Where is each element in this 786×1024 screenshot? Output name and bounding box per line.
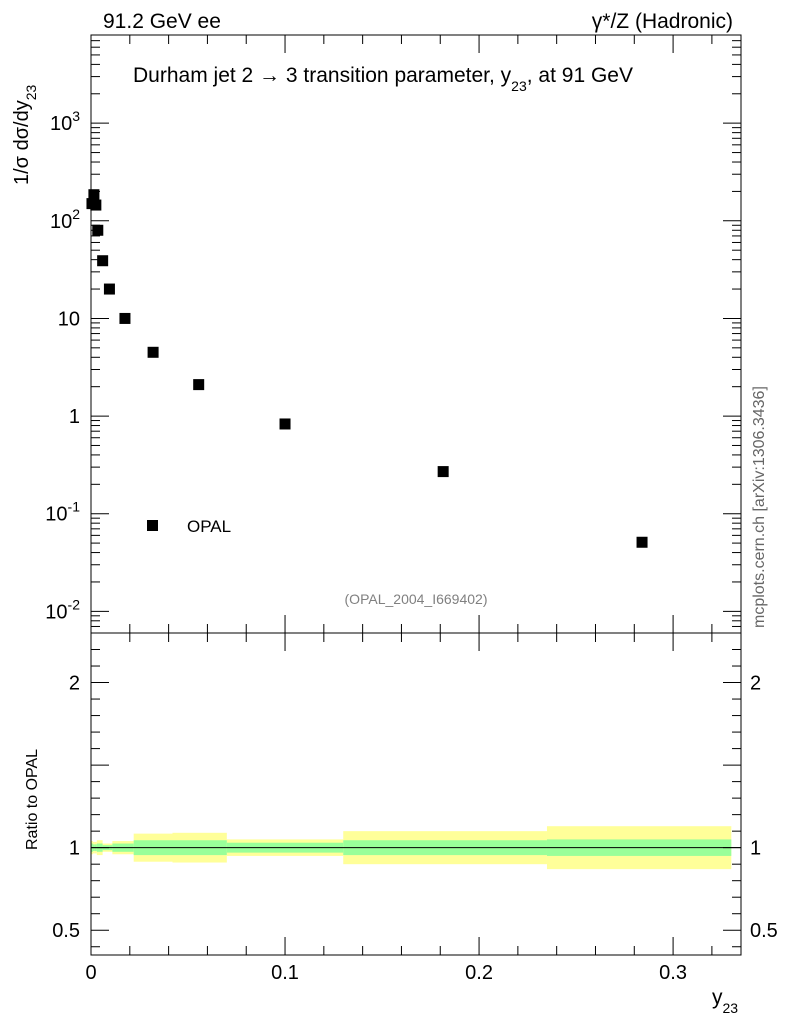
y-tick-label: 10 [58, 308, 80, 330]
side-credit-label: mcplots.cern.ch [arXiv:1306.3436] [751, 386, 768, 628]
plot-title-main: Durham jet 2 → 3 transition parameter, y [133, 64, 512, 87]
ratio-axis-label: Ratio to OPAL [24, 749, 41, 850]
x-axis-label: y23 [712, 986, 738, 1016]
analysis-tag: (OPAL_2004_I669402) [345, 591, 488, 607]
ratio-plot-frame [90, 632, 742, 956]
data-point [279, 418, 291, 430]
data-point [119, 312, 131, 324]
plot-title-tail: , at 91 GeV [527, 64, 633, 87]
data-point [90, 199, 102, 211]
x-tick-label: 0.1 [271, 962, 299, 984]
y-tick-label: 1 [69, 406, 80, 428]
data-point [437, 466, 449, 478]
plot-title-subscript: 23 [511, 78, 527, 94]
y-axis-label-main: 1/σ dσ/dy [11, 100, 33, 185]
x-tick-label: 0 [85, 962, 96, 984]
ratio-y-tick-label-left: 1 [69, 838, 80, 860]
y-tick-label: 10-1 [45, 499, 80, 526]
y-axis-label: 1/σ dσ/dy23 [11, 84, 39, 185]
y-tick-label: 102 [50, 206, 80, 233]
data-point [636, 536, 648, 548]
ratio-y-tick-label-left: 2 [69, 673, 80, 695]
y-axis-label-subscript: 23 [23, 84, 39, 100]
legend-label: OPAL [187, 517, 231, 536]
y-tick-label: 10-2 [45, 596, 80, 623]
ratio-y-tick-label-left: 0.5 [52, 920, 80, 942]
x-axis-label-subscript: 23 [723, 1000, 739, 1016]
plot-title: Durham jet 2 → 3 transition parameter, y… [133, 64, 633, 94]
legend-marker [147, 520, 158, 531]
data-point [88, 189, 100, 201]
y-tick-label: 103 [50, 108, 80, 135]
data-point [97, 255, 109, 267]
ratio-y-tick-label-right: 2 [750, 673, 761, 695]
data-point [193, 379, 205, 391]
ratio-y-tick-label-right: 0.5 [750, 920, 778, 942]
ratio-y-tick-label-right: 1 [750, 838, 761, 860]
x-axis-label-main: y [712, 986, 723, 1009]
x-tick-label: 0.2 [465, 962, 493, 984]
header-right-label: γ*/Z (Hadronic) [592, 10, 733, 33]
x-tick-label: 0.3 [659, 962, 687, 984]
data-point [103, 283, 115, 295]
data-point [147, 346, 159, 358]
header-left-label: 91.2 GeV ee [103, 10, 221, 33]
